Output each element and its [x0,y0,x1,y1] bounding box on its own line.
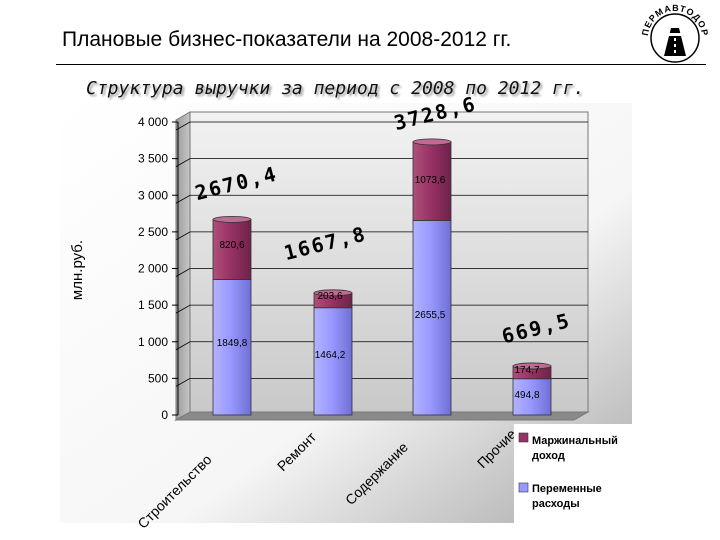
bar-top-cap [412,138,452,146]
gridline [175,158,588,167]
legend-label: Переменные расходы [532,483,602,510]
bar-segment [313,307,353,416]
bar-top-cap [212,215,252,223]
data-label: 494,8 [514,390,539,401]
gridline [175,377,588,387]
data-label: 820,6 [219,240,244,251]
y-tick-label: 3 000 [138,188,168,202]
legend-swatch [518,482,529,493]
gridline [175,268,588,277]
legend-box [514,424,632,524]
chart-subtitle: Структура выручки за период с 2008 по 20… [86,78,585,99]
y-tick-label: 2 500 [138,225,168,239]
y-tick-label: 3 500 [138,152,168,166]
y-tick-label: 4 000 [138,115,168,129]
gridline [175,231,588,241]
legend-label: Маржинальный доход [532,435,618,462]
y-tick-label: 0 [161,408,168,422]
data-label: 1464,2 [315,350,346,361]
data-label: 2655,5 [415,310,446,321]
gridline [175,194,588,204]
data-label: 1073,6 [415,175,446,186]
y-tick-label: 2 000 [138,262,168,276]
company-logo: ПЕРМАВТОДОР [640,3,709,63]
gridline [175,304,588,314]
bar-segment [212,218,252,280]
gridline [175,341,588,351]
bar-segment [412,220,452,416]
plot-floor [174,411,590,421]
bar-segment [412,141,452,221]
data-label: 1849,8 [217,338,248,349]
slide-title: Плановые бизнес-показатели на 2008-2012 … [62,28,512,51]
legend-swatch [518,432,529,443]
bar-segment [512,378,552,416]
bar-segment [212,279,252,416]
y-axis-title: млн.руб. [69,240,86,300]
bar-top-cap [512,362,552,370]
y-tick-label: 1 000 [138,335,168,349]
gridline [175,121,588,131]
bar-top-cap [313,289,353,297]
y-tick-label: 500 [148,371,168,385]
y-tick-label: 1 500 [138,298,168,312]
data-label: 203,6 [317,291,342,302]
data-label: 174,7 [514,365,539,376]
title-divider [56,64,706,65]
revenue-chart: 0 500 1 000 1 500 2 000 2 500 3 000 3 500 4 000 м… [60,96,632,532]
